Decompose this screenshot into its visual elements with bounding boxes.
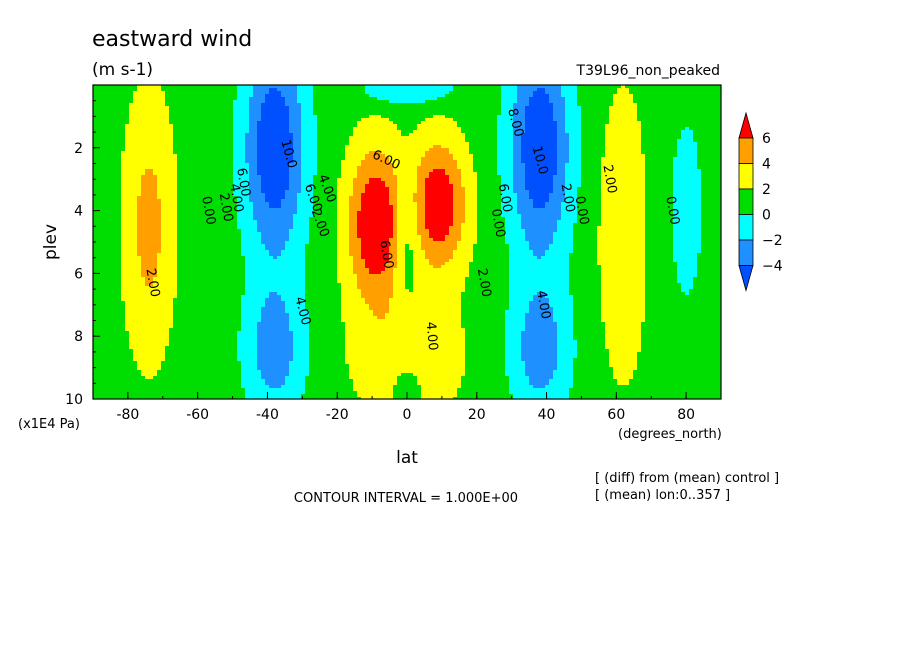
chart-title: eastward wind bbox=[92, 27, 252, 52]
colorbar-label: −2 bbox=[762, 233, 783, 249]
colorbar-label: −4 bbox=[762, 259, 783, 275]
contour-label: 4.00 bbox=[423, 321, 440, 351]
x-tick-label: 60 bbox=[607, 407, 625, 423]
colorbar-label: 6 bbox=[762, 131, 771, 147]
y-tick-label: 2 bbox=[74, 141, 83, 157]
x-tick-label: 80 bbox=[677, 407, 695, 423]
x-tick-label: 40 bbox=[538, 407, 556, 423]
chart-units: (m s-1) bbox=[92, 60, 153, 80]
contour-label: 2.00 bbox=[599, 164, 619, 195]
colorbar: 6 4 2 0 −2 −4 bbox=[738, 111, 783, 292]
contour-label: 4.00 bbox=[533, 289, 553, 320]
contour-label: 0.00 bbox=[488, 208, 508, 239]
note-line-2: [ (mean) lon:0..357 ] bbox=[595, 488, 730, 503]
y-tick-label: 8 bbox=[74, 329, 83, 345]
x-tick-label: -20 bbox=[326, 407, 349, 423]
contour-label: 0.00 bbox=[198, 195, 218, 226]
x-axis: -80 -60 -40 -20 0 20 40 60 80 bbox=[92, 392, 722, 423]
x-tick-label: -40 bbox=[256, 407, 279, 423]
note-line-1: [ (diff) from (mean) control ] bbox=[595, 471, 779, 486]
colorbar-top-arrow bbox=[738, 111, 754, 139]
colorbar-segment bbox=[738, 163, 754, 190]
colorbar-bottom-arrow bbox=[738, 265, 754, 292]
colorbar-segment bbox=[738, 188, 754, 215]
contour-label: 2.00 bbox=[216, 192, 236, 223]
colorbar-label: 0 bbox=[762, 208, 771, 224]
colorbar-segment bbox=[738, 137, 754, 164]
contour-label: 6.00 bbox=[376, 239, 396, 270]
contour-label: 2.00 bbox=[142, 267, 162, 298]
y-axis: 2 4 6 8 10 bbox=[65, 84, 100, 408]
colorbar-segment bbox=[738, 239, 754, 266]
contour-label: 6.00 bbox=[495, 182, 515, 213]
x-tick-label: -60 bbox=[186, 407, 209, 423]
x-tick-label: 0 bbox=[403, 407, 412, 423]
wind-contour-field bbox=[93, 85, 721, 399]
contour-label: 2.00 bbox=[558, 182, 578, 213]
y-axis-units: (x1E4 Pa) bbox=[18, 417, 80, 432]
y-tick-label: 10 bbox=[65, 392, 83, 408]
y-tick-label: 6 bbox=[74, 266, 83, 282]
contour-label: 4.00 bbox=[291, 295, 313, 327]
contour-label: 10.0 bbox=[277, 138, 299, 170]
colorbar-label: 2 bbox=[762, 182, 771, 198]
x-axis-units: (degrees_north) bbox=[618, 427, 722, 442]
contour-label: 6.00 bbox=[233, 167, 253, 198]
colorbar-label: 4 bbox=[762, 157, 771, 173]
colorbar-segment bbox=[738, 214, 754, 241]
y-axis-label: plev bbox=[41, 224, 61, 260]
x-axis-label: lat bbox=[396, 448, 418, 468]
contour-label: 2.00 bbox=[474, 267, 494, 298]
y-tick-label: 4 bbox=[74, 204, 83, 220]
x-tick-label: -80 bbox=[116, 407, 139, 423]
run-label: T39L96_non_peaked bbox=[576, 63, 720, 79]
contour-label: 0.00 bbox=[572, 195, 592, 226]
contour-label: 0.00 bbox=[662, 195, 682, 226]
contour-label: 4.00 bbox=[226, 182, 246, 213]
contour-label: 8.00 bbox=[504, 107, 526, 139]
contour-label: 10.0 bbox=[529, 144, 551, 176]
x-tick-label: 20 bbox=[468, 407, 486, 423]
contour-interval-text: CONTOUR INTERVAL = 1.000E+00 bbox=[294, 491, 518, 506]
